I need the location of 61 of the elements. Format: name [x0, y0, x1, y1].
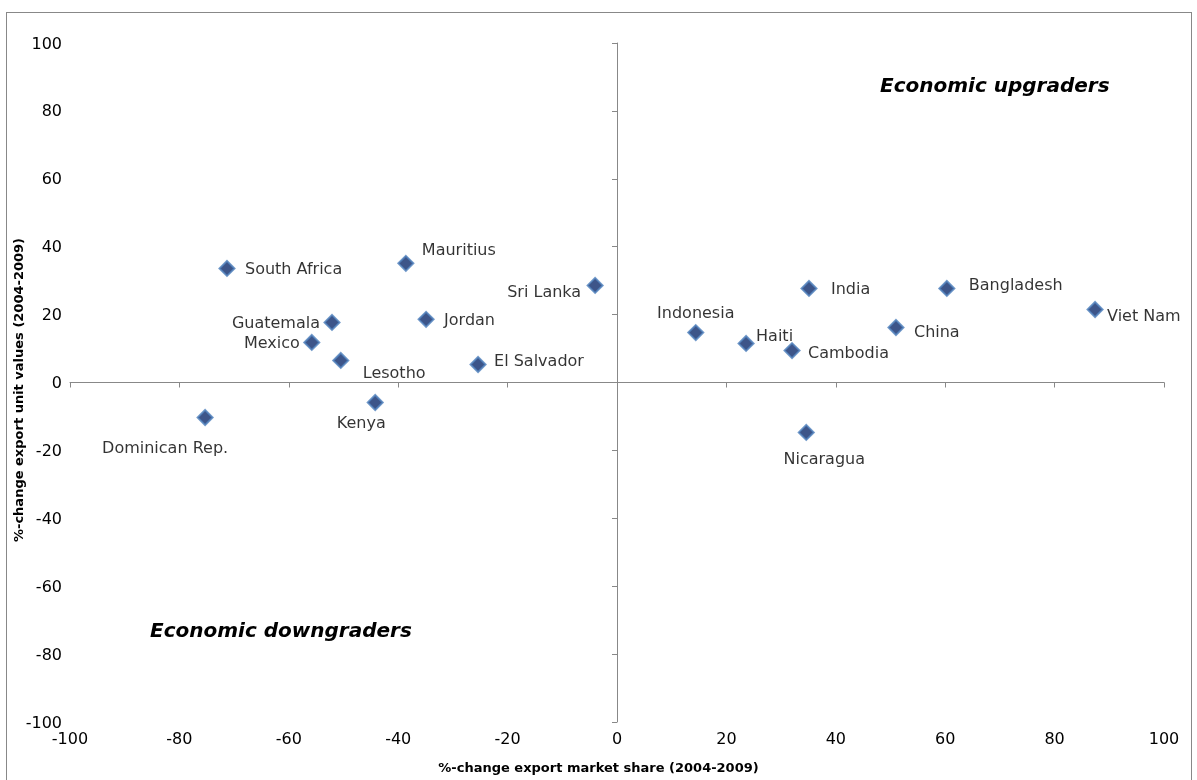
point	[332, 351, 350, 369]
annotation: Mauritius	[421, 239, 496, 259]
annotation: El Salvador	[494, 351, 585, 371]
x-tick-label: 0	[611, 728, 623, 748]
point	[323, 313, 341, 331]
annotation: Bangladesh	[968, 274, 1063, 294]
annotation: Viet Nam	[1107, 306, 1181, 326]
y-tick-label: -60	[35, 576, 62, 596]
y-tick-label: 40	[41, 237, 62, 257]
point	[417, 310, 435, 328]
point	[469, 356, 487, 374]
y-tick-label: -100	[25, 712, 62, 732]
x-tick-label: 60	[935, 728, 956, 748]
annotation: Guatemala	[231, 312, 321, 332]
x-tick-label: -80	[166, 728, 193, 748]
x-tick-label: -20	[494, 728, 521, 748]
annotation: India	[831, 278, 871, 298]
y-tick-label: -20	[35, 440, 62, 460]
x-tick-label: -40	[385, 728, 412, 748]
annotation: Economic upgraders	[880, 73, 1110, 97]
x-tick-label: -60	[275, 728, 302, 748]
point	[196, 408, 214, 426]
x-tick-label: 80	[1044, 728, 1065, 748]
y-tick-label: 0	[51, 373, 62, 392]
point	[783, 342, 801, 360]
annotation: South Africa	[244, 258, 343, 278]
y-tick-label: 100	[31, 33, 62, 53]
point	[687, 324, 705, 342]
point	[737, 334, 755, 352]
y-axis-title: %-change export unit values (2004-2009)	[11, 237, 26, 543]
point	[938, 279, 956, 297]
point	[366, 394, 384, 412]
x-tick-label: 20	[716, 728, 737, 748]
x-axis-title: %-change export market share (2004-2009)	[438, 760, 759, 775]
annotation: Haiti	[756, 325, 794, 345]
point	[586, 276, 604, 294]
annotation: Jordan	[443, 309, 495, 329]
point	[800, 279, 818, 297]
annotation: Lesotho	[362, 362, 426, 382]
x-tick-label: 40	[825, 728, 846, 748]
point	[397, 254, 415, 272]
point	[887, 319, 905, 336]
x-tick-label: 100	[1148, 728, 1180, 748]
annotation: Indonesia	[657, 303, 735, 323]
point	[303, 333, 321, 351]
annotation: Dominican Rep.	[102, 437, 229, 457]
y-tick-label: -40	[35, 508, 62, 528]
y-tick-label: -80	[35, 644, 62, 664]
y-tick-label: 20	[41, 305, 62, 325]
annotation: Sri Lanka	[507, 281, 582, 301]
annotation: China	[913, 322, 960, 341]
annotation: Mexico	[243, 332, 300, 352]
y-tick-label: 80	[41, 101, 62, 121]
point	[797, 423, 815, 441]
y-tick-label: 60	[41, 169, 62, 189]
annotation: Cambodia	[808, 343, 889, 363]
annotation: Kenya	[336, 413, 386, 433]
annotation: Nicaragua	[783, 448, 866, 468]
point	[218, 259, 236, 277]
annotation: Economic downgraders	[150, 618, 412, 642]
point	[1086, 301, 1104, 319]
